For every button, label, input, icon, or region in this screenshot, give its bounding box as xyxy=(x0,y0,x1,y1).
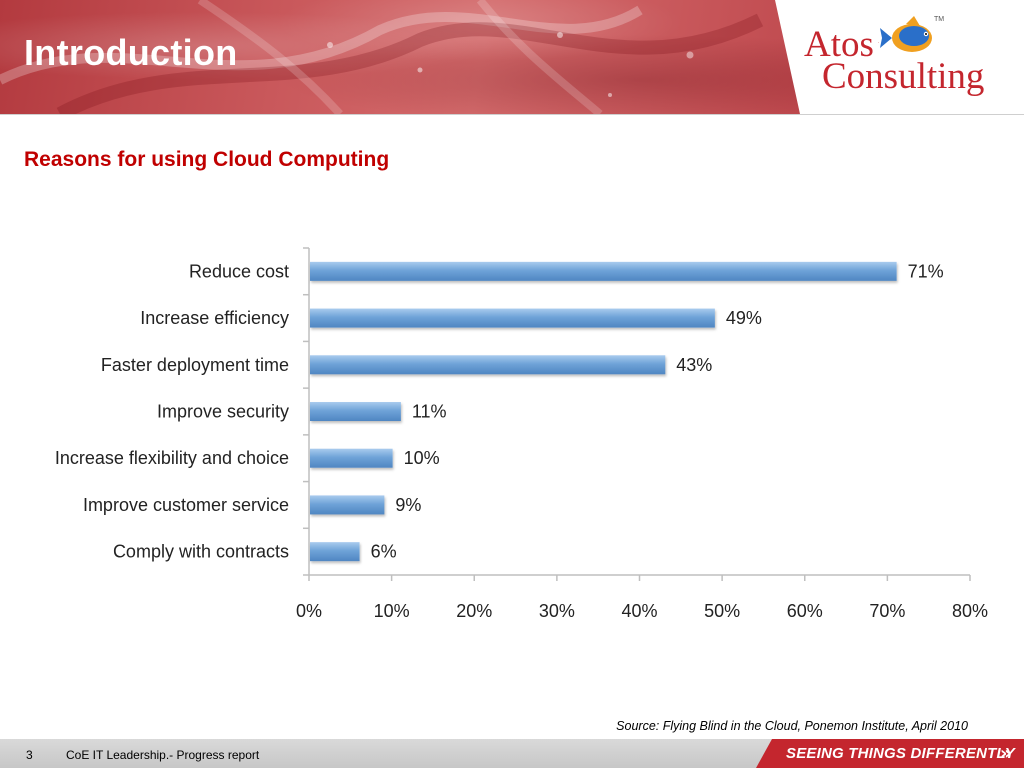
source-citation: Source: Flying Blind in the Cloud, Ponem… xyxy=(616,719,968,733)
category-label: Increase flexibility and choice xyxy=(55,448,289,468)
trademark-mark: TM xyxy=(934,16,945,23)
value-label: 49% xyxy=(726,308,762,328)
value-labels: 71% 49% 43% 11% 10% 9% 6% xyxy=(371,261,944,561)
company-logo: Atos TM Consulting xyxy=(800,14,1010,104)
bar xyxy=(310,355,666,375)
chart-heading: Reasons for using Cloud Computing xyxy=(24,148,390,171)
value-label: 11% xyxy=(412,402,447,422)
category-label: Comply with contracts xyxy=(113,542,289,562)
category-label: Increase efficiency xyxy=(140,308,289,328)
logo-text-line1: Atos xyxy=(804,24,874,65)
value-label: 71% xyxy=(908,261,944,281)
x-tick-label: 80% xyxy=(952,601,988,621)
slide-header: Introduction Atos TM Consulting xyxy=(0,0,1024,115)
slogan-text: SEEING THINGS DIFFERENTLY xyxy=(786,745,1015,762)
bar xyxy=(310,402,401,421)
category-label: Reduce cost xyxy=(189,261,289,281)
logo-text-line2: Consulting xyxy=(822,56,985,97)
value-label: 43% xyxy=(676,355,712,375)
bar xyxy=(310,308,715,328)
double-chevron-right-icon: » xyxy=(1000,743,1012,764)
x-tick-label: 0% xyxy=(296,601,322,621)
fish-logo-icon xyxy=(878,16,932,52)
bar xyxy=(310,448,393,468)
category-labels: Reduce cost Increase efficiency Faster dep… xyxy=(55,261,289,561)
page-number: 3 xyxy=(26,748,33,762)
x-tick-label: 50% xyxy=(704,601,740,621)
footer-title: CoE IT Leadership.- Progress report xyxy=(66,748,260,762)
header-background-image xyxy=(0,0,800,114)
bar-chart: Reduce cost Increase efficiency Faster dep… xyxy=(55,247,988,621)
slogan-banner: SEEING THINGS DIFFERENTLY » xyxy=(756,739,1024,768)
bar xyxy=(310,495,385,515)
x-tick-label: 70% xyxy=(869,601,905,621)
value-label: 10% xyxy=(404,448,440,468)
chart-bars xyxy=(310,261,897,562)
bar xyxy=(310,261,897,281)
x-tick-label: 60% xyxy=(787,601,823,621)
x-tick-label: 40% xyxy=(621,601,657,621)
slide-title: Introduction xyxy=(24,32,238,73)
category-label: Faster deployment time xyxy=(101,355,289,375)
category-label: Improve customer service xyxy=(83,495,289,515)
header-leaf-texture xyxy=(0,0,764,114)
value-label: 6% xyxy=(371,542,397,562)
chart-axes xyxy=(303,247,971,581)
x-tick-labels: 0% 10% 20% 30% 40% 50% 60% 70% 80% xyxy=(296,601,988,621)
value-label: 9% xyxy=(395,495,421,515)
bar xyxy=(310,542,360,562)
slide-footer: 3 CoE IT Leadership.- Progress report SE… xyxy=(0,739,1024,768)
category-label: Improve security xyxy=(157,402,289,422)
x-tick-label: 10% xyxy=(374,601,410,621)
x-tick-label: 20% xyxy=(456,601,492,621)
x-tick-label: 30% xyxy=(539,601,575,621)
